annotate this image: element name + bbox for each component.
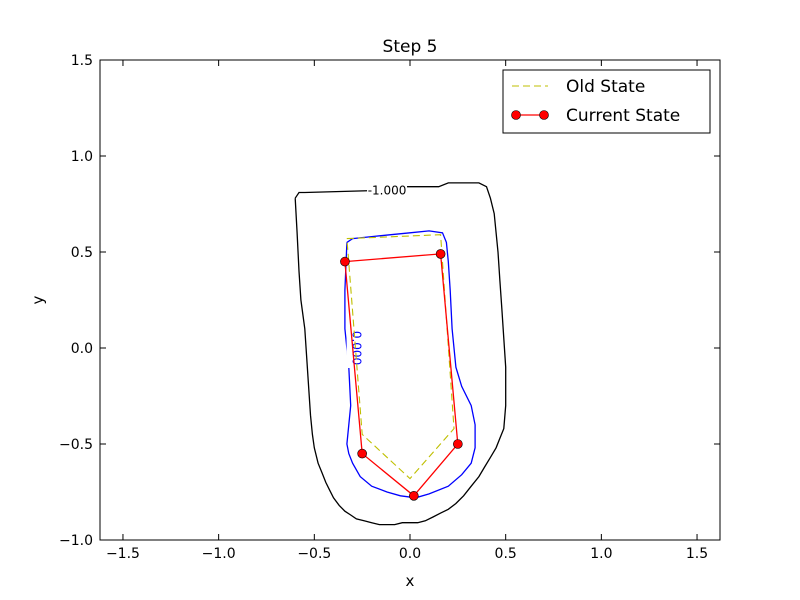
y-tick-label-2: 0.0 xyxy=(71,341,93,357)
x-tick-label-4: 0.5 xyxy=(495,546,517,562)
x-tick-label-5: 1.0 xyxy=(590,546,612,562)
y-axis-label: y xyxy=(29,295,47,304)
legend-label-current-state: Current State xyxy=(566,106,680,126)
y-tick-label-5: 1.5 xyxy=(71,53,93,69)
current-state-point-4 xyxy=(357,448,367,459)
x-tick-label-0: −1.5 xyxy=(106,546,140,562)
current-state-point-0 xyxy=(340,256,350,267)
current-state-point-1 xyxy=(435,249,446,259)
x-tick-label-6: 1.5 xyxy=(686,546,708,562)
x-tick-label-3: 0.0 xyxy=(399,546,421,562)
current-state-point-2 xyxy=(453,439,463,449)
legend-marker-current-state-left xyxy=(511,110,521,120)
x-axis-label: x xyxy=(406,572,415,590)
contour-line-0 xyxy=(294,182,507,526)
y-tick-label-3: 0.5 xyxy=(71,245,93,261)
y-tick-label-4: 1.0 xyxy=(71,149,93,165)
x-tick-label-1: −1.0 xyxy=(202,546,236,562)
series-old-state-line xyxy=(346,234,455,480)
y-tick-label-0: −1.0 xyxy=(59,533,93,549)
contour-label-0-bg xyxy=(367,183,408,197)
y-tick-label-1: −0.5 xyxy=(59,437,93,453)
legend-marker-current-state-right xyxy=(539,110,549,120)
x-tick-label-2: −0.5 xyxy=(297,546,331,562)
series-current-state-line xyxy=(344,253,459,497)
legend-box xyxy=(502,69,711,134)
contour-label-0: -1.000 xyxy=(368,184,407,198)
ticks: −1.5 −1.0 −0.5 0.0 0.5 1.0 1.5 −1.0 −0.5 0.0 0.5 1.… xyxy=(59,53,720,562)
legend: Old State Current State xyxy=(502,69,711,134)
chart-title: Step 5 xyxy=(383,37,438,57)
legend-label-old-state: Old State xyxy=(566,77,645,97)
current-state-point-3 xyxy=(409,491,419,501)
contour-line-1 xyxy=(344,230,476,499)
